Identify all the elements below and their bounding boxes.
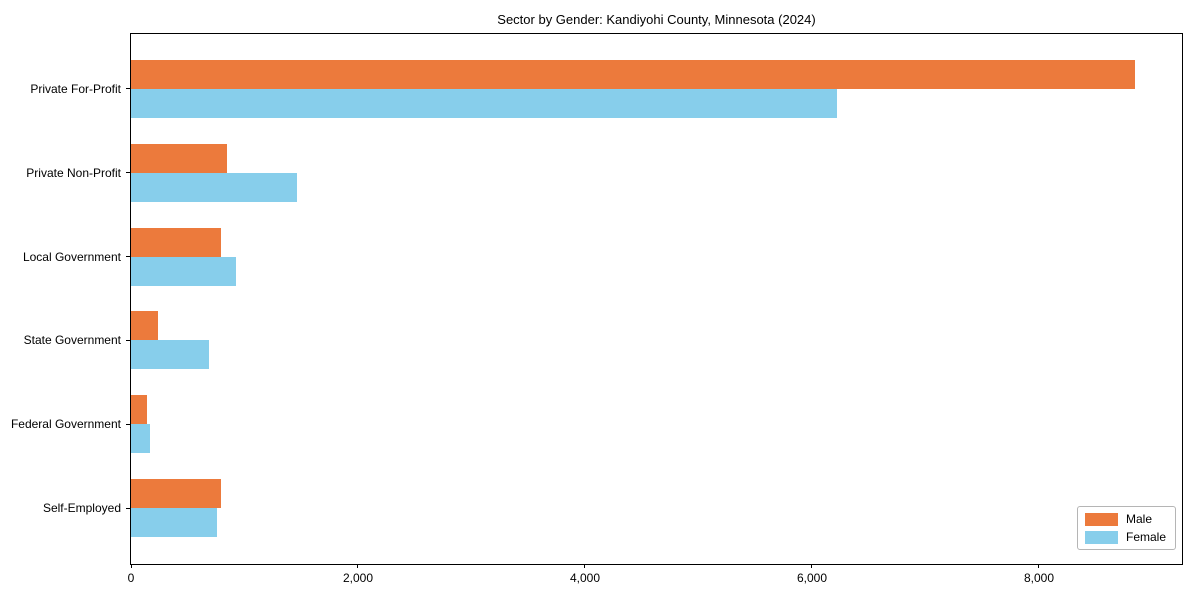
y-axis-label: Federal Government <box>10 417 121 432</box>
y-tick <box>126 172 130 174</box>
bar-male-self-employed <box>131 479 222 509</box>
bar-male-local-government <box>131 227 222 257</box>
bar-female-private-for-profit <box>131 88 837 118</box>
y-axis-label: Self-Employed <box>42 501 121 516</box>
bar-male-private-for-profit <box>131 59 1136 89</box>
y-axis-label: State Government <box>23 333 121 348</box>
bar-female-self-employed <box>131 508 217 538</box>
plot-area: Male Female Private For-Profit Private No… <box>11 33 1183 585</box>
female-swatch <box>1084 530 1118 544</box>
y-axis-label: Local Government <box>22 249 121 264</box>
x-axis-label: 2,000 <box>342 571 373 585</box>
x-tick <box>1038 564 1040 568</box>
x-axis-label: 0 <box>127 571 135 585</box>
male-swatch <box>1084 512 1118 526</box>
x-tick <box>811 564 813 568</box>
y-tick <box>126 256 130 258</box>
y-tick <box>126 339 130 341</box>
y-tick <box>126 507 130 509</box>
bar-male-private-non-profit <box>131 143 227 173</box>
bar-male-state-government <box>131 311 158 341</box>
y-tick <box>126 423 130 425</box>
legend: Male Female <box>1076 506 1176 550</box>
chart-title: Sector by Gender: Kandiyohi County, Minn… <box>497 12 816 27</box>
bar-male-federal-government <box>131 395 147 425</box>
y-axis-label: Private For-Profit <box>30 81 121 96</box>
y-axis-label: Private Non-Profit <box>26 165 121 180</box>
y-tick <box>126 88 130 90</box>
bar-female-local-government <box>131 256 236 286</box>
legend-item-female: Female <box>1084 530 1166 544</box>
legend-label-male: Male <box>1125 512 1152 526</box>
bar-female-private-non-profit <box>131 172 298 202</box>
legend-label-female: Female <box>1125 530 1166 544</box>
x-axis-label: 4,000 <box>569 571 600 585</box>
bar-female-federal-government <box>131 424 151 454</box>
x-tick <box>584 564 586 568</box>
x-tick <box>357 564 359 568</box>
x-axis-label: 6,000 <box>796 571 827 585</box>
x-axis-label: 8,000 <box>1023 571 1054 585</box>
bar-female-state-government <box>131 340 210 370</box>
x-tick <box>131 564 132 568</box>
legend-item-male: Male <box>1084 512 1166 526</box>
